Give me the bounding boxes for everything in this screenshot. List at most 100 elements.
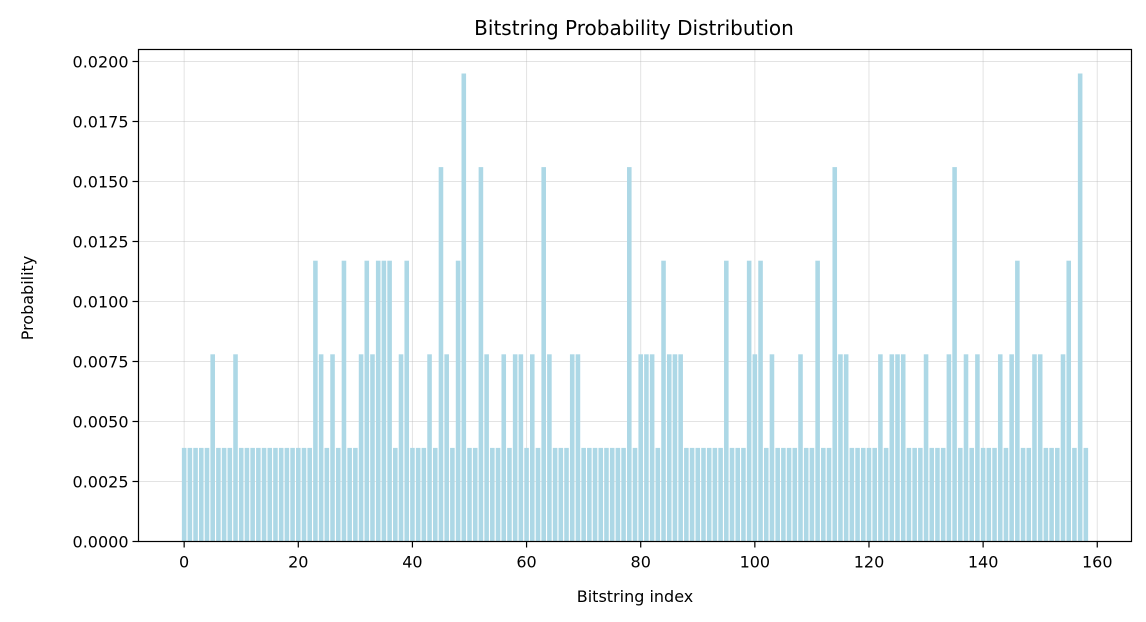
bar-14	[261, 447, 267, 542]
bar-107	[792, 447, 798, 542]
bar-65	[552, 447, 558, 542]
bar-16	[273, 447, 278, 542]
bar-37	[393, 447, 398, 542]
y-tick-label: 0.0175	[73, 113, 129, 132]
bar-43	[427, 354, 432, 542]
bar-50	[467, 447, 472, 542]
bar-73	[598, 447, 604, 542]
bar-100	[752, 354, 758, 542]
bar-17	[278, 447, 284, 542]
bar-142	[992, 447, 997, 542]
bar-130	[923, 354, 929, 542]
bar-55	[495, 447, 501, 542]
bar-118	[855, 447, 860, 542]
bar-80	[638, 354, 643, 542]
bar-98	[741, 447, 746, 542]
bar-119	[860, 447, 866, 542]
bar-41	[415, 447, 421, 542]
plot-frame	[137, 48, 1133, 543]
bar-35	[381, 260, 387, 542]
bar-108	[798, 354, 803, 542]
bar-63	[541, 167, 546, 542]
bar-54	[490, 447, 495, 542]
bar-158	[1083, 447, 1089, 542]
bar-29	[347, 447, 352, 542]
bar-23	[313, 260, 318, 542]
bar-91	[701, 447, 706, 542]
bar-13	[256, 447, 261, 542]
bar-34	[375, 260, 381, 542]
bar-61	[529, 354, 535, 542]
x-tick-label: 140	[968, 553, 999, 572]
bar-115	[838, 354, 843, 542]
bar-120	[866, 447, 872, 542]
bar-85	[666, 354, 672, 542]
bar-24	[318, 354, 324, 542]
bar-89	[689, 447, 695, 542]
bar-101	[758, 260, 763, 542]
bar-6	[216, 447, 221, 542]
bar-82	[649, 354, 655, 542]
bar-109	[803, 447, 809, 542]
bar-5	[210, 354, 215, 542]
bar-136	[958, 447, 963, 542]
bar-146	[1015, 260, 1020, 542]
bar-132	[935, 447, 940, 542]
x-tick-label: 0	[179, 553, 189, 572]
bar-121	[872, 447, 877, 542]
bar-145	[1009, 354, 1014, 542]
bar-19	[290, 447, 295, 542]
bar-124	[889, 354, 895, 542]
x-tick-label: 160	[1082, 553, 1113, 572]
bar-66	[558, 447, 564, 542]
bar-56	[501, 354, 507, 542]
bar-11	[244, 447, 250, 542]
x-tick-label: 20	[288, 553, 308, 572]
bar-64	[547, 354, 552, 542]
bar-71	[587, 447, 592, 542]
x-axis-label: Bitstring index	[577, 587, 693, 606]
bar-147	[1020, 447, 1026, 542]
bar-68	[569, 354, 575, 542]
bar-96	[729, 447, 735, 542]
bar-8	[227, 447, 233, 542]
bar-48	[455, 260, 461, 542]
bar-69	[575, 354, 581, 542]
bar-86	[672, 354, 678, 542]
bar-156	[1072, 447, 1077, 542]
bar-58	[512, 354, 518, 542]
bar-2	[193, 447, 198, 542]
bar-126	[900, 354, 906, 542]
bar-32	[364, 260, 370, 542]
bar-76	[615, 447, 621, 542]
bar-153	[1055, 447, 1060, 542]
bar-44	[432, 447, 438, 542]
bar-60	[524, 447, 529, 542]
bar-46	[444, 354, 449, 542]
bar-131	[929, 447, 935, 542]
bar-42	[421, 447, 427, 542]
bar-53	[484, 354, 489, 542]
bar-62	[535, 447, 541, 542]
y-tick-label: 0.0150	[73, 173, 129, 192]
bar-151	[1043, 447, 1049, 542]
bar-93	[712, 447, 718, 542]
bar-99	[746, 260, 752, 542]
bar-123	[883, 447, 889, 542]
bar-128	[912, 447, 917, 542]
bar-88	[684, 447, 689, 542]
bar-38	[398, 354, 404, 542]
bar-94	[718, 447, 723, 542]
bar-135	[952, 167, 957, 542]
bar-40	[410, 447, 415, 542]
bar-87	[678, 354, 683, 542]
bar-157	[1077, 73, 1083, 542]
bar-83	[655, 447, 661, 542]
bar-137	[963, 354, 969, 542]
y-tick-label: 0.0000	[73, 533, 129, 552]
bar-20	[296, 447, 301, 542]
y-tick-label: 0.0075	[73, 353, 129, 372]
bar-57	[507, 447, 512, 542]
chart-title: Bitstring Probability Distribution	[474, 16, 794, 40]
